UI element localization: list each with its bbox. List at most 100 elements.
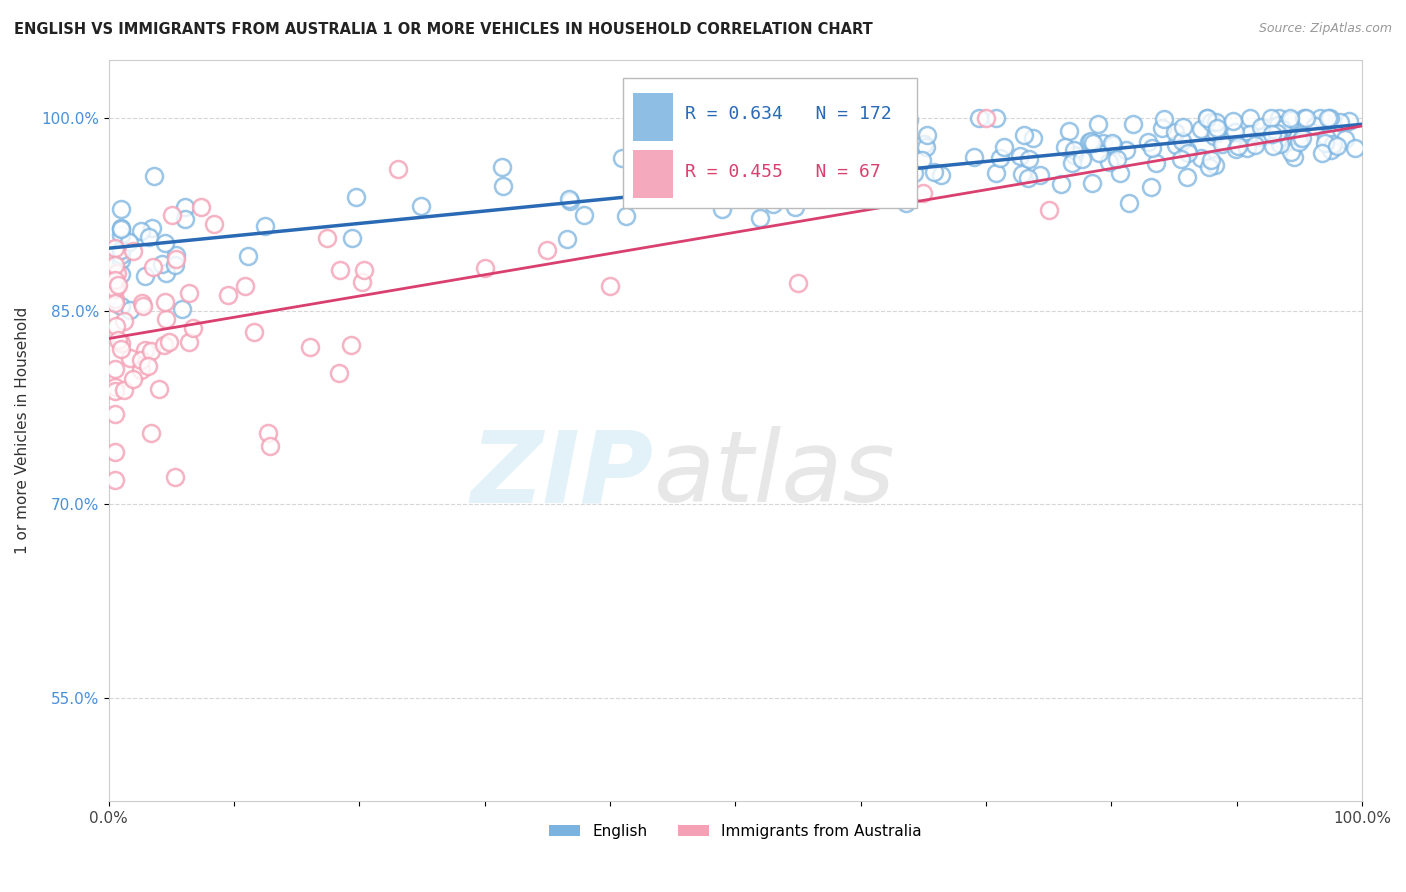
Point [1088, 145, 1111, 160]
Point [1049, 178, 1071, 192]
Point [153, 235, 176, 250]
Point [879, 181, 901, 195]
Point [572, 208, 595, 222]
Point [165, 258, 187, 272]
Point [612, 152, 634, 166]
Point [122, 371, 145, 385]
Point [1198, 160, 1220, 174]
Point [1322, 136, 1344, 151]
Point [1022, 131, 1045, 145]
Point [110, 299, 132, 313]
Point [329, 263, 352, 277]
Text: Source: ZipAtlas.com: Source: ZipAtlas.com [1258, 22, 1392, 36]
Point [136, 359, 159, 373]
Point [350, 275, 373, 289]
Text: ZIP: ZIP [471, 426, 654, 524]
Point [141, 426, 163, 441]
Point [163, 469, 186, 483]
Point [353, 263, 375, 277]
Point [254, 219, 277, 234]
Point [1303, 119, 1326, 133]
Point [984, 111, 1007, 125]
Point [1057, 124, 1080, 138]
Point [1315, 129, 1337, 144]
Point [129, 352, 152, 367]
Point [243, 325, 266, 339]
Point [110, 253, 132, 268]
Point [558, 192, 581, 206]
Point [104, 258, 127, 272]
Point [1268, 137, 1291, 152]
Point [614, 209, 637, 223]
Point [202, 217, 225, 231]
Point [179, 285, 201, 300]
Point [256, 425, 278, 440]
Point [1091, 136, 1114, 150]
Point [122, 244, 145, 259]
Point [915, 139, 938, 153]
Point [174, 211, 197, 226]
Point [174, 200, 197, 214]
Point [118, 351, 141, 366]
Point [491, 160, 513, 174]
Point [1334, 132, 1357, 146]
Point [1080, 134, 1102, 148]
Point [1225, 142, 1247, 156]
Point [1199, 153, 1222, 167]
Point [912, 186, 935, 200]
Point [110, 228, 132, 243]
Point [1142, 141, 1164, 155]
Point [1278, 111, 1301, 125]
Point [884, 156, 907, 170]
Point [1267, 130, 1289, 145]
Point [1053, 139, 1076, 153]
Point [110, 221, 132, 235]
Point [172, 301, 194, 316]
Point [834, 152, 856, 166]
Point [912, 136, 935, 151]
Point [1291, 131, 1313, 145]
Point [1101, 136, 1123, 150]
Point [1326, 139, 1348, 153]
Point [558, 194, 581, 209]
Point [1170, 152, 1192, 166]
Point [1261, 128, 1284, 142]
Point [1080, 176, 1102, 190]
Point [897, 112, 920, 127]
Point [131, 363, 153, 377]
Point [695, 157, 717, 171]
Point [1038, 202, 1060, 217]
Point [1137, 135, 1160, 149]
Point [1227, 138, 1250, 153]
Point [142, 260, 165, 274]
Point [1101, 137, 1123, 152]
Point [491, 178, 513, 193]
Point [344, 190, 367, 204]
Point [1105, 153, 1128, 167]
Point [1284, 149, 1306, 163]
Point [1271, 122, 1294, 136]
Point [165, 252, 187, 266]
Point [162, 208, 184, 222]
Point [155, 266, 177, 280]
Point [873, 144, 896, 158]
Point [984, 166, 1007, 180]
Point [1309, 111, 1331, 125]
FancyBboxPatch shape [633, 93, 672, 141]
Point [807, 161, 830, 176]
FancyBboxPatch shape [623, 78, 917, 208]
Point [794, 151, 817, 165]
Point [1098, 154, 1121, 169]
Point [1329, 114, 1351, 128]
Point [236, 249, 259, 263]
Point [138, 229, 160, 244]
Point [190, 200, 212, 214]
Point [110, 222, 132, 236]
Point [110, 244, 132, 259]
Point [1250, 120, 1272, 135]
Point [1175, 169, 1198, 184]
Point [1317, 111, 1340, 125]
Point [1011, 167, 1033, 181]
Point [316, 231, 339, 245]
Point [1211, 134, 1233, 148]
